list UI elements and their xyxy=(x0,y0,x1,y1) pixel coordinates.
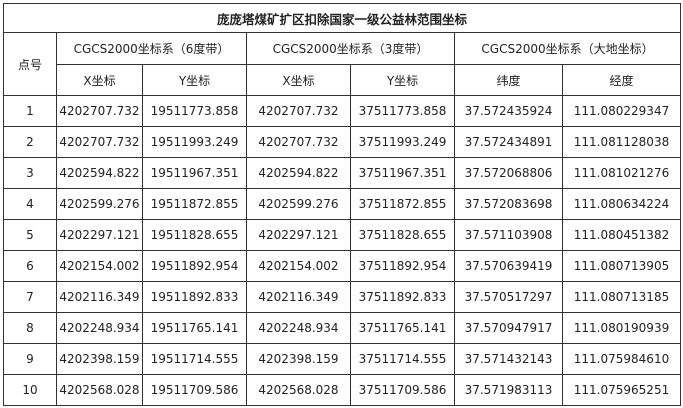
subheader-y-3deg: Y坐标 xyxy=(350,64,455,96)
cell-y-6deg: 19511892.833 xyxy=(142,281,247,313)
cell-longitude: 111.075984610 xyxy=(562,343,681,375)
cell-point-number: 1 xyxy=(3,95,57,127)
cell-x-3deg: 4202707.732 xyxy=(246,95,351,127)
cell-y-3deg: 37511892.954 xyxy=(350,250,455,282)
cell-x-6deg: 4202568.028 xyxy=(56,374,143,406)
cell-x-3deg: 4202568.028 xyxy=(246,374,351,406)
cell-y-6deg: 19511765.141 xyxy=(142,312,247,344)
cell-point-number: 10 xyxy=(3,374,57,406)
cell-longitude: 111.075965251 xyxy=(562,374,681,406)
table-row: 9 4202398.159 19511714.555 4202398.159 37511… xyxy=(3,343,681,375)
cell-y-3deg: 37511872.855 xyxy=(350,188,455,220)
table-row: 2 4202707.732 19511993.249 4202707.732 37511… xyxy=(3,126,681,158)
table-row: 10 4202568.028 19511709.586 4202568.028 3751… xyxy=(3,374,681,406)
cell-point-number: 9 xyxy=(3,343,57,375)
cell-point-number: 4 xyxy=(3,188,57,220)
cell-latitude: 37.570639419 xyxy=(454,250,563,282)
table-row: 6 4202154.002 19511892.954 4202154.002 37511… xyxy=(3,250,681,282)
cell-x-6deg: 4202116.349 xyxy=(56,281,143,313)
cell-longitude: 111.080634224 xyxy=(562,188,681,220)
cell-longitude: 111.081021276 xyxy=(562,157,681,189)
subheader-y-6deg: Y坐标 xyxy=(142,64,247,96)
cell-y-6deg: 19511872.855 xyxy=(142,188,247,220)
cell-longitude: 111.080713905 xyxy=(562,250,681,282)
cell-y-6deg: 19511828.655 xyxy=(142,219,247,251)
cell-x-6deg: 4202599.276 xyxy=(56,188,143,220)
table-row: 1 4202707.732 19511773.858 4202707.732 37511… xyxy=(3,95,681,127)
cell-point-number: 8 xyxy=(3,312,57,344)
cell-point-number: 6 xyxy=(3,250,57,282)
cell-latitude: 37.571432143 xyxy=(454,343,563,375)
cell-x-6deg: 4202154.002 xyxy=(56,250,143,282)
cell-latitude: 37.572434891 xyxy=(454,126,563,158)
table-title: 庞庞塔煤矿扩区扣除国家一级公益林范围坐标 xyxy=(3,3,681,33)
cell-x-3deg: 4202707.732 xyxy=(246,126,351,158)
cell-y-6deg: 19511709.586 xyxy=(142,374,247,406)
subheader-latitude: 纬度 xyxy=(454,64,563,96)
cell-latitude: 37.572435924 xyxy=(454,95,563,127)
cell-point-number: 3 xyxy=(3,157,57,189)
table-row: 4 4202599.276 19511872.855 4202599.276 37511… xyxy=(3,188,681,220)
cell-y-3deg: 37511714.555 xyxy=(350,343,455,375)
coordinate-table: 庞庞塔煤矿扩区扣除国家一级公益林范围坐标 点号 CGCS2000坐标系（6度带）… xyxy=(3,3,681,406)
cell-y-3deg: 37511765.141 xyxy=(350,312,455,344)
cell-latitude: 37.571103908 xyxy=(454,219,563,251)
cell-x-3deg: 4202154.002 xyxy=(246,250,351,282)
cell-x-6deg: 4202297.121 xyxy=(56,219,143,251)
table-row: 5 4202297.121 19511828.655 4202297.121 37511… xyxy=(3,219,681,251)
cell-point-number: 7 xyxy=(3,281,57,313)
group-header-3deg: CGCS2000坐标系（3度带） xyxy=(246,32,455,65)
cell-point-number: 2 xyxy=(3,126,57,158)
cell-x-3deg: 4202594.822 xyxy=(246,157,351,189)
cell-latitude: 37.570947917 xyxy=(454,312,563,344)
subheader-longitude: 经度 xyxy=(562,64,681,96)
table-body: 1 4202707.732 19511773.858 4202707.732 37511… xyxy=(3,95,681,406)
cell-longitude: 111.081128038 xyxy=(562,126,681,158)
cell-y-3deg: 37511967.351 xyxy=(350,157,455,189)
subheader-x-6deg: X坐标 xyxy=(56,64,143,96)
cell-latitude: 37.571983113 xyxy=(454,374,563,406)
cell-y-3deg: 37511709.586 xyxy=(350,374,455,406)
cell-x-6deg: 4202594.822 xyxy=(56,157,143,189)
cell-longitude: 111.080229347 xyxy=(562,95,681,127)
cell-x-3deg: 4202248.934 xyxy=(246,312,351,344)
cell-y-3deg: 37511773.858 xyxy=(350,95,455,127)
cell-y-6deg: 19511892.954 xyxy=(142,250,247,282)
cell-y-3deg: 37511892.833 xyxy=(350,281,455,313)
cell-x-3deg: 4202116.349 xyxy=(246,281,351,313)
table-row: 7 4202116.349 19511892.833 4202116.349 37511… xyxy=(3,281,681,313)
cell-y-3deg: 37511828.655 xyxy=(350,219,455,251)
cell-y-6deg: 19511967.351 xyxy=(142,157,247,189)
subheader-x-3deg: X坐标 xyxy=(246,64,351,96)
group-header-geodetic: CGCS2000坐标系（大地坐标） xyxy=(454,32,681,65)
cell-longitude: 111.080190939 xyxy=(562,312,681,344)
point-number-header: 点号 xyxy=(3,32,57,96)
cell-latitude: 37.572083698 xyxy=(454,188,563,220)
cell-latitude: 37.572068806 xyxy=(454,157,563,189)
table-row: 8 4202248.934 19511765.141 4202248.934 37511… xyxy=(3,312,681,344)
cell-x-6deg: 4202398.159 xyxy=(56,343,143,375)
cell-y-6deg: 19511714.555 xyxy=(142,343,247,375)
cell-longitude: 111.080713185 xyxy=(562,281,681,313)
cell-x-6deg: 4202248.934 xyxy=(56,312,143,344)
cell-y-6deg: 19511993.249 xyxy=(142,126,247,158)
cell-y-3deg: 37511993.249 xyxy=(350,126,455,158)
cell-x-6deg: 4202707.732 xyxy=(56,126,143,158)
group-header-6deg: CGCS2000坐标系（6度带） xyxy=(56,32,247,65)
table-row: 3 4202594.822 19511967.351 4202594.822 37511… xyxy=(3,157,681,189)
cell-latitude: 37.570517297 xyxy=(454,281,563,313)
cell-x-3deg: 4202398.159 xyxy=(246,343,351,375)
cell-point-number: 5 xyxy=(3,219,57,251)
cell-x-3deg: 4202599.276 xyxy=(246,188,351,220)
cell-x-6deg: 4202707.732 xyxy=(56,95,143,127)
cell-x-3deg: 4202297.121 xyxy=(246,219,351,251)
cell-y-6deg: 19511773.858 xyxy=(142,95,247,127)
cell-longitude: 111.080451382 xyxy=(562,219,681,251)
